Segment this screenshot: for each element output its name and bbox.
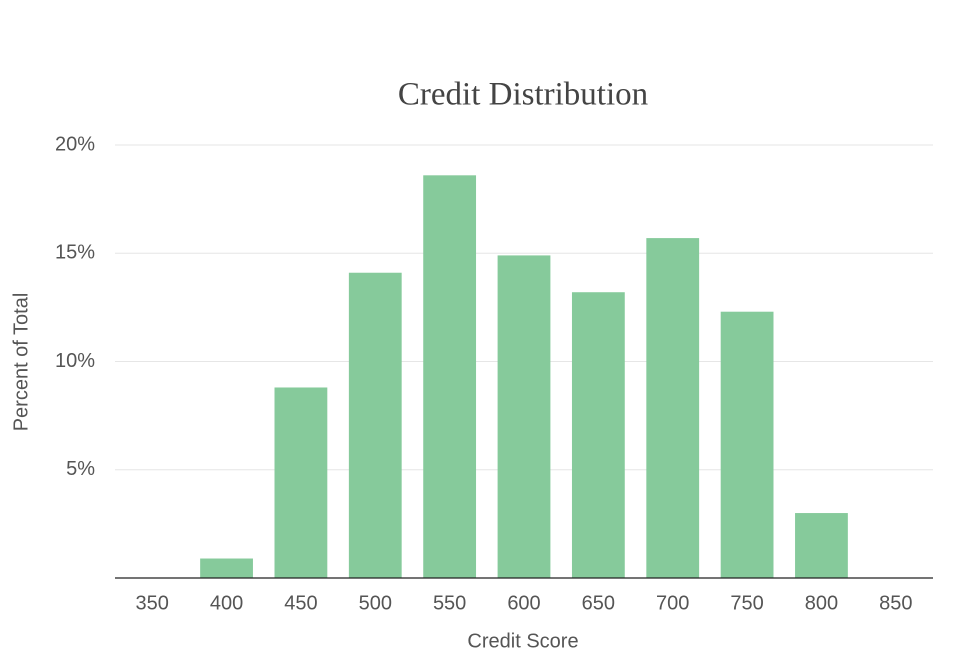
- x-tick-label: 850: [879, 592, 912, 614]
- bar: [200, 558, 253, 578]
- bar: [348, 272, 402, 578]
- x-tick-label: 800: [805, 592, 838, 614]
- x-tick-label: 750: [730, 592, 763, 614]
- y-tick-label: 20%: [55, 133, 95, 155]
- bar: [571, 292, 625, 578]
- x-tick-label: 550: [433, 592, 466, 614]
- bar: [274, 387, 328, 578]
- bar: [497, 255, 551, 579]
- x-tick-label: 650: [582, 592, 615, 614]
- x-tick-label: 400: [210, 592, 243, 614]
- y-tick-label: 10%: [55, 350, 95, 372]
- chart-title: Credit Distribution: [398, 77, 648, 113]
- bar: [720, 311, 774, 578]
- x-tick-label: 450: [284, 592, 317, 614]
- x-tick-label: 700: [656, 592, 689, 614]
- x-tick-label: 600: [507, 592, 540, 614]
- bar: [795, 513, 848, 578]
- y-axis-label: Percent of Total: [10, 293, 32, 432]
- x-tick-label: 500: [359, 592, 392, 614]
- bar: [646, 238, 700, 578]
- y-tick-label: 5%: [66, 458, 95, 480]
- x-tick-label: 350: [135, 592, 168, 614]
- y-tick-label: 15%: [55, 242, 95, 264]
- x-axis-label: Credit Score: [467, 630, 578, 652]
- bar: [423, 175, 477, 578]
